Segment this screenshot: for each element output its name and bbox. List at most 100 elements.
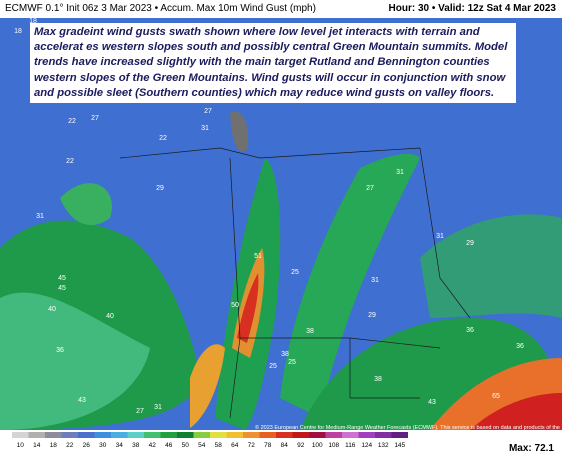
map-label: 18 bbox=[14, 28, 22, 35]
map-label: 51 bbox=[254, 253, 262, 260]
max-value: Max: 72.1 bbox=[508, 443, 554, 454]
colorbar-cell bbox=[12, 432, 29, 438]
header-left: ECMWF 0.1° Init 06z 3 Mar 2023 • Accum. … bbox=[5, 3, 316, 14]
colorbar-cell bbox=[259, 432, 276, 438]
colorbar-cell bbox=[127, 432, 144, 438]
colorbar-cell bbox=[78, 432, 95, 438]
colorbar-label: 22 bbox=[66, 442, 74, 449]
map-label: 65 bbox=[492, 393, 500, 400]
map-label: 38 bbox=[306, 328, 314, 335]
colorbar-label: 50 bbox=[182, 442, 190, 449]
map-label: 27 bbox=[204, 108, 212, 115]
colorbar-cell bbox=[276, 432, 293, 438]
green-region bbox=[420, 214, 562, 318]
annotation-box: Max gradeint wind gusts swath shown wher… bbox=[30, 23, 516, 104]
colorbar-cell bbox=[28, 432, 45, 438]
colorbar-label: 58 bbox=[215, 442, 223, 449]
map-label: 18 bbox=[29, 18, 37, 25]
colorbar-cell bbox=[94, 432, 111, 438]
map-label: 31 bbox=[396, 169, 404, 176]
colorbar-cell bbox=[160, 432, 177, 438]
colorbar-label: 108 bbox=[328, 442, 339, 449]
map-label: 36 bbox=[516, 343, 524, 350]
colorbar-cell bbox=[144, 432, 161, 438]
map-label: 25 bbox=[269, 363, 277, 370]
colorbar-label: 116 bbox=[345, 442, 356, 449]
colorbar-cell bbox=[292, 432, 309, 438]
map-label: 36 bbox=[466, 327, 474, 334]
colorbar-cell bbox=[193, 432, 210, 438]
colorbar-cell bbox=[358, 432, 375, 438]
teal-region bbox=[0, 292, 150, 430]
red-streak bbox=[237, 273, 259, 343]
colorbar-label: 34 bbox=[116, 442, 124, 449]
map-label: 22 bbox=[66, 158, 74, 165]
colorbar: 10 14 18 22 26 30 34 38 42 46 50 54 58 64 72 78 84 92 100 1… bbox=[12, 432, 408, 449]
map-label: 29 bbox=[368, 312, 376, 319]
green-region bbox=[60, 183, 112, 226]
map-label: 36 bbox=[56, 347, 64, 354]
colorbar-label: 10 bbox=[17, 442, 25, 449]
colorbar-label: 46 bbox=[165, 442, 173, 449]
colorbar-label: 100 bbox=[312, 442, 323, 449]
orange-streak bbox=[190, 344, 225, 428]
colorbar-label: 64 bbox=[231, 442, 239, 449]
colorbar-label: 124 bbox=[361, 442, 372, 449]
map-label: 25 bbox=[291, 269, 299, 276]
map-label: 45 bbox=[58, 275, 66, 282]
map-label: 22 bbox=[68, 118, 76, 125]
map-label: 29 bbox=[156, 185, 164, 192]
colorbar-cell bbox=[309, 432, 326, 438]
map-label: 29 bbox=[466, 240, 474, 247]
map-label: 27 bbox=[366, 185, 374, 192]
colorbar-label: 14 bbox=[33, 442, 41, 449]
colorbar-label: 145 bbox=[394, 442, 405, 449]
colorbar-label: 30 bbox=[99, 442, 107, 449]
map-label: 22 bbox=[159, 135, 167, 142]
header-right: Hour: 30 • Valid: 12z Sat 4 Mar 2023 bbox=[388, 3, 556, 14]
colorbar-label: 72 bbox=[248, 442, 256, 449]
colorbar-label: 132 bbox=[378, 442, 389, 449]
map-label: 45 bbox=[58, 285, 66, 292]
header: ECMWF 0.1° Init 06z 3 Mar 2023 • Accum. … bbox=[0, 0, 562, 18]
map-label: 31 bbox=[371, 277, 379, 284]
map-label: 40 bbox=[106, 313, 114, 320]
map-label: 40 bbox=[48, 306, 56, 313]
colorbar-cell bbox=[226, 432, 243, 438]
lake bbox=[230, 111, 249, 152]
map-label: 31 bbox=[201, 125, 209, 132]
colorbar-cell bbox=[111, 432, 128, 438]
colorbar-cell bbox=[375, 432, 392, 438]
state-borders bbox=[119, 147, 471, 419]
green-ridge bbox=[280, 153, 420, 419]
colorbar-cell bbox=[61, 432, 78, 438]
colorbar-label: 38 bbox=[132, 442, 140, 449]
colorbar-cell bbox=[177, 432, 194, 438]
map-label: 38 bbox=[374, 376, 382, 383]
red-region bbox=[470, 393, 562, 430]
map-label: 27 bbox=[91, 115, 99, 122]
colorbar-label: 78 bbox=[264, 442, 272, 449]
colorbar-label: 42 bbox=[149, 442, 157, 449]
colorbar-cell bbox=[325, 432, 342, 438]
colorbar-cell bbox=[391, 432, 408, 438]
map-label: 43 bbox=[428, 399, 436, 406]
colorbar-label: 26 bbox=[83, 442, 91, 449]
colorbar-label: 54 bbox=[198, 442, 206, 449]
map-label: 31 bbox=[36, 213, 44, 220]
colorbar-cell bbox=[243, 432, 260, 438]
map-label: 31 bbox=[436, 233, 444, 240]
map-label: 43 bbox=[78, 397, 86, 404]
map-label: 25 bbox=[288, 359, 296, 366]
colorbar-cell bbox=[342, 432, 359, 438]
map-label: 27 bbox=[136, 408, 144, 415]
colorbar-label: 18 bbox=[50, 442, 58, 449]
colorbar-cell bbox=[210, 432, 227, 438]
map-label: 31 bbox=[154, 404, 162, 411]
colorbar-label: 84 bbox=[281, 442, 289, 449]
map-label: 50 bbox=[231, 302, 239, 309]
map-label: 38 bbox=[281, 351, 289, 358]
colorbar-label: 92 bbox=[297, 442, 305, 449]
colorbar-cell bbox=[45, 432, 62, 438]
